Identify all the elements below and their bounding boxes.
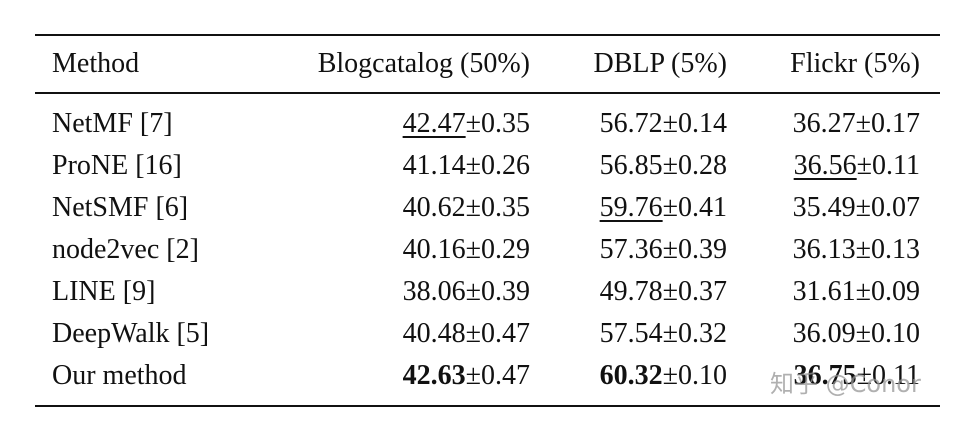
score-cell: 38.06±0.39 [403, 276, 530, 308]
score-std: ±0.07 [855, 192, 920, 223]
score-mean: 40.16 [402, 234, 466, 265]
score-mean: 57.54 [599, 318, 663, 349]
score-cell: 40.62±0.35 [403, 192, 530, 224]
method-cell: node2vec [2] [52, 234, 199, 265]
score-std: ±0.39 [465, 276, 530, 307]
header-cell: Blogcatalog (50%) [317, 48, 530, 79]
score-mean: 60.32 [599, 360, 663, 391]
score-std: ±0.35 [465, 108, 530, 139]
method-cell: ProNE [16] [52, 150, 182, 181]
score-mean: 57.36 [599, 234, 663, 265]
method-cell: DeepWalk [5] [52, 318, 210, 349]
score-mean: 31.61 [792, 276, 856, 307]
score-cell: 56.85±0.28 [600, 150, 727, 182]
score-mean: 41.14 [402, 150, 466, 181]
score-mean: 36.56 [793, 150, 857, 181]
score-std: ±0.14 [662, 108, 727, 139]
score-cell: 36.27±0.17 [793, 108, 920, 140]
score-std: ±0.37 [662, 276, 727, 307]
method-cell: NetSMF [6] [52, 192, 189, 223]
watermark: 知乎 @Conor [770, 370, 921, 398]
method-cell: LINE [9] [52, 276, 156, 307]
score-cell: 36.13±0.13 [793, 234, 920, 266]
score-mean: 36.75 [793, 360, 857, 391]
score-mean: 36.09 [792, 318, 856, 349]
method-cell: Our method [52, 360, 187, 391]
score-mean: 35.49 [792, 192, 856, 223]
score-std: ±0.10 [855, 318, 920, 349]
score-mean: 36.13 [792, 234, 856, 265]
score-mean: 59.76 [599, 192, 663, 223]
header-cell: DBLP (5%) [593, 48, 727, 79]
score-mean: 40.48 [402, 318, 466, 349]
score-cell: 40.16±0.29 [403, 234, 530, 266]
score-cell: 31.61±0.09 [793, 276, 920, 308]
score-cell: 36.56±0.11 [794, 150, 920, 182]
score-std: ±0.32 [662, 318, 727, 349]
score-mean: 42.63 [402, 360, 466, 391]
score-std: ±0.11 [856, 150, 920, 181]
score-std: ±0.47 [465, 360, 530, 391]
score-std: ±0.09 [855, 276, 920, 307]
score-cell: 57.36±0.39 [600, 234, 727, 266]
score-cell: 57.54±0.32 [600, 318, 727, 350]
score-std: ±0.26 [465, 150, 530, 181]
score-mean: 49.78 [599, 276, 663, 307]
score-cell: 40.48±0.47 [403, 318, 530, 350]
score-cell: 35.49±0.07 [793, 192, 920, 224]
header-cell: Method [52, 48, 140, 79]
score-std: ±0.13 [855, 234, 920, 265]
score-mean: 40.62 [402, 192, 466, 223]
mid-rule [35, 92, 940, 94]
score-cell: 49.78±0.37 [600, 276, 727, 308]
score-cell: 42.47±0.35 [403, 108, 530, 140]
score-cell: 59.76±0.41 [600, 192, 727, 224]
score-std: ±0.35 [465, 192, 530, 223]
score-std: ±0.10 [662, 360, 727, 391]
score-std: ±0.41 [662, 192, 727, 223]
score-std: ±0.11 [856, 360, 920, 391]
score-std: ±0.17 [855, 108, 920, 139]
score-cell: 42.63±0.47 [403, 360, 530, 392]
score-mean: 56.72 [599, 108, 663, 139]
score-cell: 41.14±0.26 [403, 150, 530, 182]
score-std: ±0.47 [465, 318, 530, 349]
method-cell: NetMF [7] [52, 108, 173, 139]
score-mean: 56.85 [599, 150, 663, 181]
score-cell: 56.72±0.14 [600, 108, 727, 140]
score-std: ±0.29 [465, 234, 530, 265]
score-cell: 36.09±0.10 [793, 318, 920, 350]
bottom-rule [35, 405, 940, 407]
header-cell: Flickr (5%) [790, 48, 920, 79]
score-mean: 42.47 [402, 108, 466, 139]
score-mean: 38.06 [402, 276, 466, 307]
score-cell: 36.75±0.11 [794, 360, 920, 392]
score-cell: 60.32±0.10 [600, 360, 727, 392]
score-std: ±0.28 [662, 150, 727, 181]
score-std: ±0.39 [662, 234, 727, 265]
score-mean: 36.27 [792, 108, 856, 139]
top-rule [35, 34, 940, 36]
